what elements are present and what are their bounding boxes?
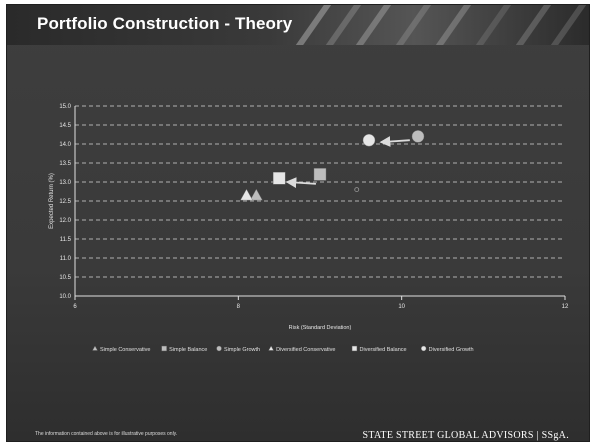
y-tick-label: 11.0 [60,256,72,262]
data-point [249,188,263,201]
disclaimer-note: The information contained above is for i… [35,431,178,437]
legend-marker [268,345,274,351]
legend-label: Diversified Growth [429,347,474,353]
legend-marker [92,345,98,351]
y-tick-label: 15.0 [59,104,71,110]
legend-label: Diversified Balance [360,347,407,353]
y-tick-label: 13.5 [59,161,71,167]
legend-label: Simple Growth [224,347,260,353]
legend-label: Simple Balance [169,347,207,353]
y-tick-label: 10.5 [59,275,71,281]
minor-data-point [354,187,360,193]
data-point [272,171,286,185]
slide-title: Portfolio Construction - Theory [37,14,293,33]
x-tick-label: 12 [562,304,569,310]
y-tick-label: 14.0 [59,142,71,148]
legend-marker [421,345,427,352]
legend-marker [161,345,167,352]
slide: Portfolio Construction - Theory 10.0 10.5… [6,4,590,442]
brand-logo-text: STATE STREET GLOBAL ADVISORS | SSgA. [362,430,569,441]
legend-marker [351,345,358,352]
x-axis-label: Risk (Standard Deviation) [289,325,352,331]
shift-arrow [379,136,410,147]
legend-label: Diversified Conservative [276,347,335,353]
y-tick-label: 12.5 [59,199,71,205]
y-tick-label: 14.5 [59,123,71,129]
slide-header: Portfolio Construction - Theory [7,5,589,45]
x-tick-label: 10 [398,304,405,310]
data-point [313,168,327,181]
y-tick-label: 10.0 [59,294,71,300]
legend-marker [216,345,222,352]
y-tick-label: 11.5 [60,237,72,243]
legend-label: Simple Conservative [100,347,150,353]
y-axis-label: Expected Return (%) [49,173,55,229]
y-tick-label: 12.0 [59,218,71,224]
data-point [240,188,253,201]
scatter-chart: 10.0 10.5 11.0 11.5 12.0 12.5 13.0 13.5 14.0 14.5… [49,104,569,353]
data-point [411,130,425,143]
shift-arrow [285,177,316,188]
x-tick-label: 8 [237,304,241,310]
x-tick-label: 6 [73,304,77,310]
y-tick-label: 13.0 [59,180,71,186]
data-point [362,133,376,147]
